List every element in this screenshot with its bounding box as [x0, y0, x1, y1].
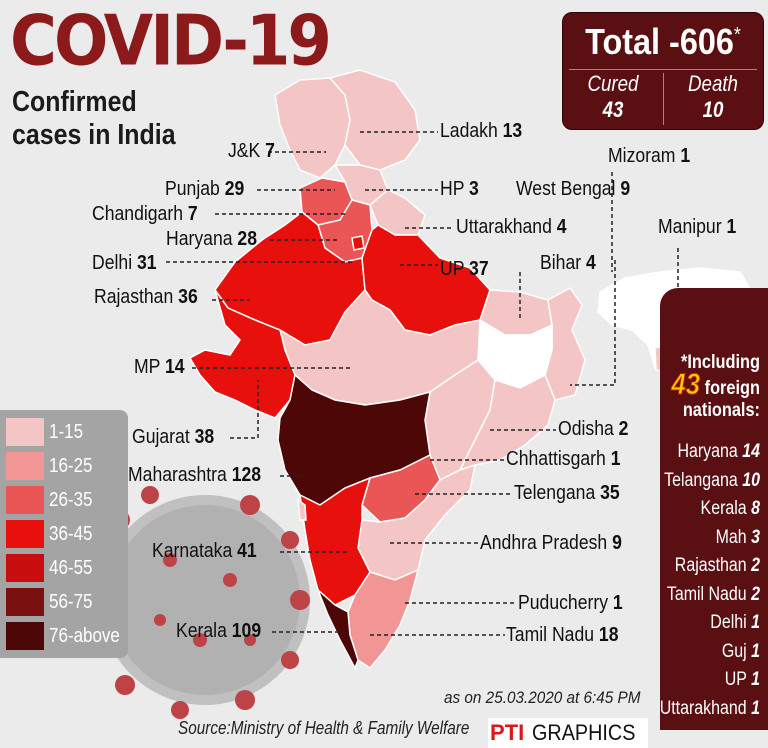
list-item: UP 1: [724, 669, 760, 690]
total-asterisk: *: [733, 24, 741, 46]
foreign-suffix-1: foreign: [704, 378, 760, 399]
legend-swatch: [6, 554, 44, 582]
death-label: Death: [688, 71, 738, 96]
label-hp: HP 3: [440, 178, 479, 200]
virus-illustration: [96, 486, 310, 719]
list-item: Kerala 8: [700, 498, 760, 519]
label-bihar: Bihar 4: [540, 252, 596, 274]
legend-item: 36-45: [6, 520, 122, 548]
region-ladakh: [328, 69, 421, 171]
region-odisha: [458, 373, 556, 472]
list-item: Telangana 10: [664, 469, 760, 491]
source-note: Source:Ministry of Health & Family Welfa…: [178, 718, 470, 738]
death-cell: Death 10: [671, 71, 756, 123]
label-delhi: Delhi 31: [92, 252, 157, 274]
region-delhi: [351, 235, 365, 251]
list-item: Uttarakhand 1: [659, 697, 760, 719]
graphics-label: GRAPHICS: [532, 720, 636, 745]
legend-item: 56-75: [6, 588, 122, 616]
label-punjab: Punjab 29: [165, 178, 245, 200]
summary-vertical-divider: [663, 73, 664, 125]
page-title: COVID-19: [10, 2, 332, 82]
label-maharashtra: Maharashtra 128: [128, 464, 262, 486]
label-tamil-nadu: Tamil Nadu 18: [506, 624, 619, 646]
date-note: as on 25.03.2020 at 6:45 PM: [444, 688, 641, 707]
region-karnataka: [299, 476, 372, 606]
legend-swatch: [6, 588, 44, 616]
legend-item: 46-55: [6, 554, 122, 582]
list-item: Delhi 1: [710, 612, 760, 633]
list-item: Haryana 14: [677, 441, 760, 462]
cured-label: Cured: [587, 71, 639, 96]
legend-label: 76-above: [49, 625, 120, 647]
label-odisha: Odisha 2: [558, 418, 629, 440]
list-item: Tamil Nadu 2: [666, 583, 760, 605]
legend-label: 46-55: [49, 557, 93, 579]
label-karnataka: Karnataka 41: [152, 540, 257, 562]
list-item: Mah 3: [715, 526, 760, 548]
legend-item: 1-15: [6, 418, 122, 446]
legend-label: 1-15: [49, 421, 84, 443]
label-andhra-pradesh: Andhra Pradesh 9: [480, 532, 622, 554]
label-puducherry: Puducherry 1: [518, 592, 623, 614]
total-line: Total -606*: [573, 21, 753, 63]
region-jk: [274, 77, 351, 179]
list-item: Rajasthan 2: [674, 555, 760, 576]
cured-value: 43: [602, 97, 624, 122]
pti-graphics-credit: PTI GRAPHICS: [488, 718, 648, 748]
foreign-nationals-panel: *Including 43 foreign nationals: Haryana…: [660, 288, 768, 730]
region-kerala: [317, 589, 359, 670]
death-value: 10: [702, 97, 724, 122]
legend-label: 26-35: [49, 489, 93, 511]
label-manipur: Manipur 1: [658, 216, 737, 238]
label-up: UP 37: [440, 258, 489, 280]
foreign-prefix: *Including: [681, 352, 760, 373]
legend-item: 26-35: [6, 486, 122, 514]
legend-swatch: [6, 520, 44, 548]
label-telengana: Telengana 35: [514, 482, 620, 504]
legend-label: 16-25: [49, 455, 93, 477]
foreign-list: Haryana 14 Telangana 10 Kerala 8 Mah 3 R…: [620, 438, 760, 723]
label-gujarat: Gujarat 38: [132, 426, 215, 448]
map-legend: 1-15 16-25 26-35 36-45 46-55 56-75 76-ab…: [0, 410, 128, 658]
label-haryana: Haryana 28: [166, 228, 258, 250]
legend-item: 16-25: [6, 452, 122, 480]
legend-item: 76-above: [6, 622, 122, 650]
label-west-bengal: West Bengal 9: [516, 178, 631, 200]
label-kerala: Kerala 109: [176, 620, 262, 642]
label-uttarakhand: Uttarakhand 4: [456, 216, 567, 238]
foreign-heading: *Including 43 foreign nationals:: [665, 352, 760, 422]
label-rajasthan: Rajasthan 36: [94, 286, 198, 308]
label-ladakh: Ladakh 13: [440, 120, 523, 142]
pti-logo: PTI: [490, 720, 525, 745]
region-goa: [297, 498, 307, 521]
label-jk: J&K 7: [228, 140, 275, 162]
foreign-count: 43: [671, 368, 701, 401]
legend-swatch: [6, 486, 44, 514]
label-chandigarh: Chandigarh 7: [92, 203, 198, 225]
legend-swatch: [6, 418, 44, 446]
legend-swatch: [6, 452, 44, 480]
total-label: Total -606: [585, 21, 734, 62]
label-chhattisgarh: Chhattisgarh 1: [506, 448, 621, 470]
foreign-suffix-2: nationals:: [682, 400, 760, 421]
label-mp: MP 14: [134, 356, 185, 378]
summary-divider: [569, 69, 757, 70]
page-subtitle: Confirmed cases in India: [12, 86, 176, 151]
cured-cell: Cured 43: [571, 71, 656, 123]
legend-swatch: [6, 622, 44, 650]
list-item: Guj 1: [721, 640, 760, 662]
legend-label: 36-45: [49, 523, 93, 545]
label-mizoram: Mizoram 1: [608, 145, 691, 167]
total-summary-box: Total -606* Cured 43 Death 10: [562, 12, 764, 130]
region-gujarat: [188, 289, 296, 419]
legend-label: 56-75: [49, 591, 93, 613]
